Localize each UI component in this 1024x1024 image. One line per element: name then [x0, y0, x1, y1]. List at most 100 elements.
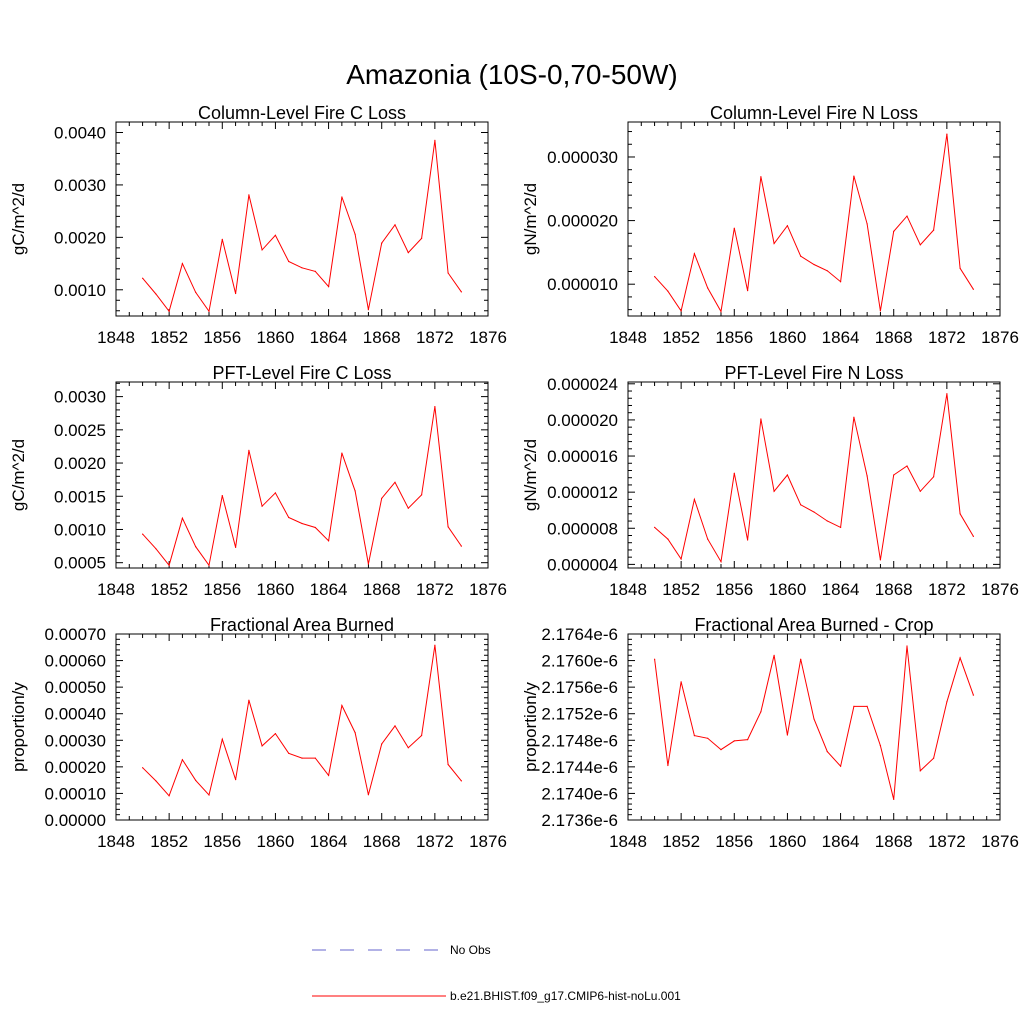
data-point — [314, 270, 316, 272]
data-point — [866, 223, 868, 225]
data-point — [394, 224, 396, 226]
data-point — [747, 739, 749, 741]
data-point — [155, 780, 157, 782]
data-point — [221, 495, 223, 497]
x-tick-label: 1872 — [928, 832, 966, 851]
data-point — [972, 535, 975, 538]
data-point — [394, 481, 396, 483]
x-tick-label: 1852 — [150, 832, 188, 851]
data-point — [840, 765, 842, 767]
data-point — [826, 520, 828, 522]
data-point — [181, 759, 183, 761]
data-point — [720, 749, 722, 751]
x-tick-label: 1872 — [416, 832, 454, 851]
y-axis-label: proportion/y — [521, 682, 540, 772]
data-point — [667, 538, 669, 540]
data-point — [959, 657, 961, 659]
data-point — [142, 533, 144, 535]
data-point — [208, 310, 210, 312]
data-point — [168, 564, 170, 566]
data-point — [195, 291, 197, 293]
x-tick-label: 1868 — [875, 328, 913, 347]
x-tick-label: 1852 — [150, 580, 188, 599]
x-tick-label: 1860 — [769, 832, 807, 851]
x-tick-label: 1876 — [469, 328, 507, 347]
y-tick-label: 0.000020 — [547, 411, 618, 430]
x-tick-label: 1876 — [981, 580, 1019, 599]
data-point — [866, 475, 868, 477]
data-point — [906, 215, 908, 217]
data-point — [328, 774, 330, 777]
data-point — [906, 465, 908, 467]
data-point — [434, 406, 436, 408]
x-tick-label: 1864 — [310, 832, 348, 851]
data-point — [972, 694, 975, 696]
data-point — [460, 291, 462, 293]
y-axis-label: gN/m^2/d — [521, 183, 540, 255]
y-tick-label: 0.000008 — [547, 519, 618, 538]
x-tick-label: 1864 — [822, 328, 860, 347]
data-point — [800, 504, 802, 506]
panel-fractional-area-burned: Fractional Area Burned proportion/y 1848 18… — [9, 615, 507, 851]
legend-label-no-obs: No Obs — [450, 943, 491, 957]
panel-pft-level-fire-c-loss: PFT-Level Fire C Loss gC/m^2/d 1848 1852 185… — [9, 363, 507, 599]
data-point — [407, 252, 409, 254]
data-point — [314, 526, 316, 529]
data-point — [288, 516, 290, 519]
data-point — [328, 286, 330, 288]
data-point — [853, 416, 855, 418]
data-point — [800, 255, 802, 257]
data-point — [933, 229, 935, 231]
data-point — [367, 309, 369, 311]
legend-item-no-obs: No Obs — [312, 943, 491, 957]
x-tick-label: 1856 — [203, 328, 241, 347]
data-point — [680, 681, 682, 683]
y-axis-label: gN/m^2/d — [521, 439, 540, 511]
data-point — [274, 733, 276, 735]
x-tick-label: 1860 — [257, 580, 295, 599]
data-point — [261, 249, 263, 251]
data-point — [654, 526, 656, 529]
data-point — [248, 699, 250, 701]
x-tick-label: 1868 — [875, 580, 913, 599]
panel-title: PFT-Level Fire C Loss — [212, 363, 391, 383]
data-point — [221, 238, 223, 240]
data-point — [235, 546, 237, 549]
x-tick-label: 1876 — [469, 832, 507, 851]
y-tick-label: 2.1736e-6 — [541, 811, 618, 830]
data-point — [707, 287, 709, 289]
data-point — [733, 472, 735, 474]
data-point — [879, 310, 882, 312]
x-tick-label: 1848 — [609, 328, 647, 347]
data-point — [773, 490, 775, 492]
data-point — [354, 233, 356, 235]
data-point — [301, 267, 303, 269]
data-point — [447, 763, 449, 766]
y-tick-label: 0.0015 — [54, 487, 106, 506]
data-point — [421, 237, 423, 239]
y-tick-label: 0.00050 — [45, 678, 106, 697]
series-line — [142, 140, 462, 313]
data-point — [381, 497, 383, 499]
series-line — [654, 393, 974, 564]
x-tick-label: 1876 — [981, 328, 1019, 347]
data-point — [826, 270, 828, 272]
data-point — [654, 276, 656, 278]
x-tick-label: 1860 — [769, 580, 807, 599]
plot-frame — [115, 121, 489, 317]
data-point — [447, 526, 449, 528]
data-point — [906, 645, 908, 647]
x-tick-label: 1864 — [822, 580, 860, 599]
x-tick-label: 1876 — [469, 580, 507, 599]
data-point — [707, 538, 709, 540]
y-tick-label: 2.1748e-6 — [541, 731, 618, 750]
y-axis-label: gC/m^2/d — [9, 439, 28, 511]
series-line — [654, 645, 974, 800]
data-point — [919, 244, 921, 246]
data-point — [853, 175, 855, 177]
x-tick-label: 1848 — [609, 580, 647, 599]
y-tick-label: 0.00010 — [45, 784, 106, 803]
y-tick-label: 2.1744e-6 — [541, 758, 618, 777]
data-point — [747, 290, 749, 292]
y-axis-label: proportion/y — [9, 682, 28, 772]
